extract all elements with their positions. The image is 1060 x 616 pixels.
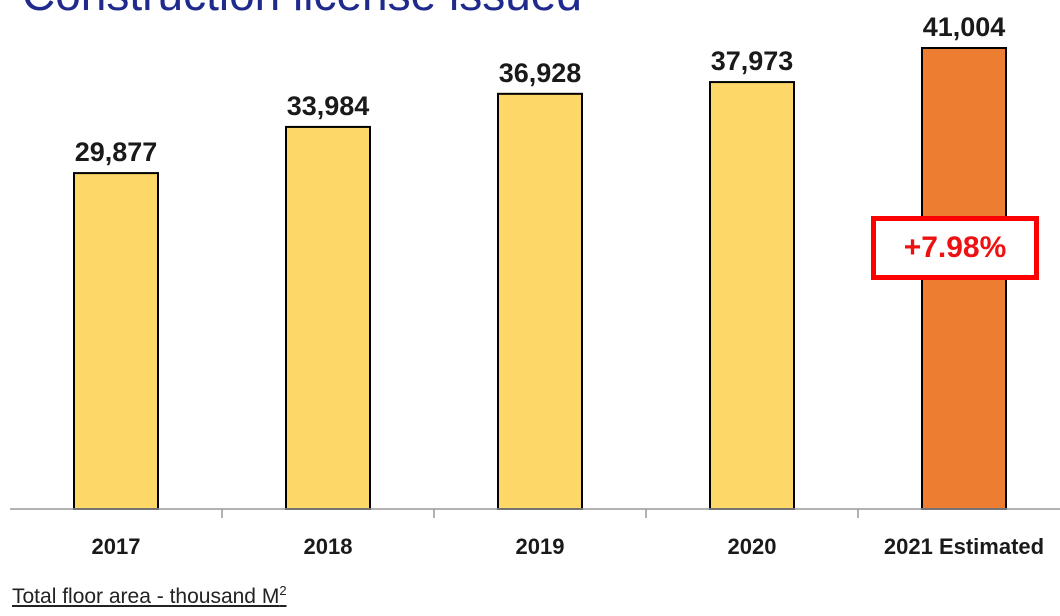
value-label: 33,984 [287,91,370,121]
unit-note: Total floor area - thousand M2 [12,583,287,609]
axis-ticks-group [221,509,859,518]
value-labels-group: 29,877 33,984 36,928 37,973 41,004 [75,12,1006,167]
bar-2020 [709,81,795,511]
x-tick-label: 2019 [516,534,565,559]
chart-title: Construction license issued [22,0,582,20]
value-label: 37,973 [711,46,794,76]
growth-annotation: +7.98% [871,216,1039,280]
bar-2017 [73,172,159,510]
x-tick-label: 2018 [304,534,353,559]
bar-2019 [497,92,583,510]
bars-group [73,47,1007,511]
unit-note-text: Total floor area - thousand M [12,585,280,608]
bar-2018 [285,125,371,510]
unit-note-superscript: 2 [279,583,287,598]
tick-labels-group: 2017 2018 2019 2020 2021 Estimated [92,534,1045,559]
value-label: 29,877 [75,137,158,167]
x-tick-label: 2020 [728,534,777,559]
x-tick-label: 2017 [92,534,141,559]
value-label: 41,004 [923,12,1006,42]
x-tick-label: 2021 Estimated [884,534,1044,559]
value-label: 36,928 [499,58,582,88]
growth-annotation-text: +7.98% [903,231,1007,264]
